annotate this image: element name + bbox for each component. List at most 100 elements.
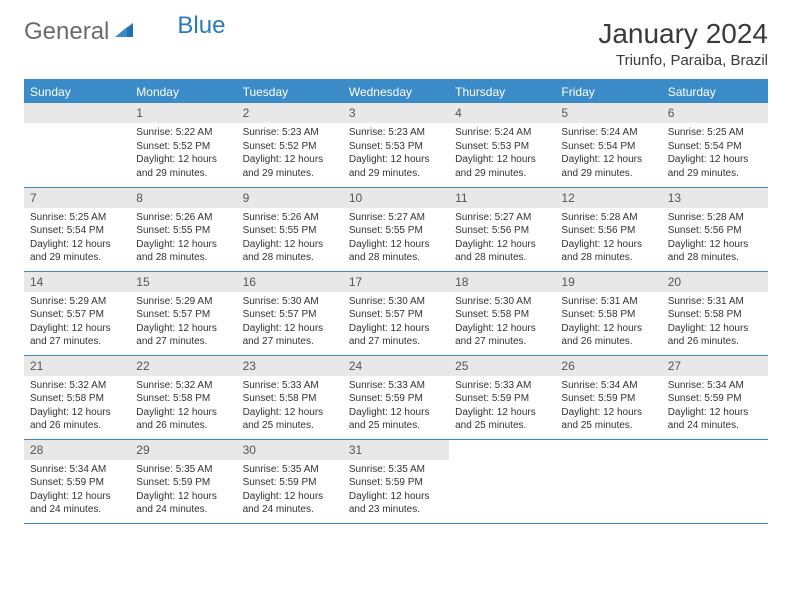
day-text: Sunrise: 5:30 AMSunset: 5:57 PMDaylight:…	[237, 292, 343, 355]
day-line: Sunrise: 5:26 AM	[243, 211, 337, 225]
day-line: Daylight: 12 hours and 25 minutes.	[561, 406, 655, 433]
day-line: Sunrise: 5:27 AM	[349, 211, 443, 225]
weekday-tuesday: Tuesday	[237, 80, 343, 103]
day-number: 3	[343, 103, 449, 123]
day-line: Daylight: 12 hours and 27 minutes.	[136, 322, 230, 349]
day-text: Sunrise: 5:33 AMSunset: 5:59 PMDaylight:…	[343, 376, 449, 439]
weekday-sunday: Sunday	[24, 80, 130, 103]
day-text: Sunrise: 5:32 AMSunset: 5:58 PMDaylight:…	[130, 376, 236, 439]
day-number: 8	[130, 188, 236, 208]
weekday-header-row: Sunday Monday Tuesday Wednesday Thursday…	[24, 80, 768, 103]
calendar-cell: 13Sunrise: 5:28 AMSunset: 5:56 PMDayligh…	[662, 187, 768, 271]
day-line: Daylight: 12 hours and 27 minutes.	[30, 322, 124, 349]
day-number: 11	[449, 188, 555, 208]
day-text: Sunrise: 5:30 AMSunset: 5:58 PMDaylight:…	[449, 292, 555, 355]
day-line: Sunrise: 5:33 AM	[243, 379, 337, 393]
day-line: Sunset: 5:59 PM	[455, 392, 549, 406]
day-number: 25	[449, 356, 555, 376]
day-line: Daylight: 12 hours and 28 minutes.	[668, 238, 762, 265]
calendar-cell: 14Sunrise: 5:29 AMSunset: 5:57 PMDayligh…	[24, 271, 130, 355]
day-text: Sunrise: 5:34 AMSunset: 5:59 PMDaylight:…	[555, 376, 661, 439]
day-line: Sunrise: 5:29 AM	[30, 295, 124, 309]
day-line: Daylight: 12 hours and 28 minutes.	[561, 238, 655, 265]
calendar-cell: 22Sunrise: 5:32 AMSunset: 5:58 PMDayligh…	[130, 355, 236, 439]
day-line: Sunset: 5:55 PM	[349, 224, 443, 238]
day-number: 17	[343, 272, 449, 292]
day-number: 4	[449, 103, 555, 123]
day-line: Sunset: 5:57 PM	[136, 308, 230, 322]
day-number: 5	[555, 103, 661, 123]
day-text: Sunrise: 5:33 AMSunset: 5:59 PMDaylight:…	[449, 376, 555, 439]
day-text: Sunrise: 5:27 AMSunset: 5:55 PMDaylight:…	[343, 208, 449, 271]
day-line: Sunset: 5:58 PM	[455, 308, 549, 322]
title-block: January 2024 Triunfo, Paraiba, Brazil	[598, 18, 768, 69]
day-text: Sunrise: 5:26 AMSunset: 5:55 PMDaylight:…	[130, 208, 236, 271]
day-line: Sunrise: 5:34 AM	[668, 379, 762, 393]
day-text: Sunrise: 5:24 AMSunset: 5:53 PMDaylight:…	[449, 123, 555, 186]
day-number: 15	[130, 272, 236, 292]
day-line: Sunrise: 5:31 AM	[668, 295, 762, 309]
day-line: Sunrise: 5:28 AM	[561, 211, 655, 225]
calendar-cell: 25Sunrise: 5:33 AMSunset: 5:59 PMDayligh…	[449, 355, 555, 439]
day-line: Sunrise: 5:33 AM	[455, 379, 549, 393]
day-number: 31	[343, 440, 449, 460]
calendar-table: Sunday Monday Tuesday Wednesday Thursday…	[24, 79, 768, 524]
day-line: Sunset: 5:53 PM	[349, 140, 443, 154]
day-line: Daylight: 12 hours and 24 minutes.	[243, 490, 337, 517]
day-line: Daylight: 12 hours and 27 minutes.	[455, 322, 549, 349]
calendar-cell: 7Sunrise: 5:25 AMSunset: 5:54 PMDaylight…	[24, 187, 130, 271]
calendar-cell: 28Sunrise: 5:34 AMSunset: 5:59 PMDayligh…	[24, 439, 130, 523]
calendar-week-row: 7Sunrise: 5:25 AMSunset: 5:54 PMDaylight…	[24, 187, 768, 271]
day-text: Sunrise: 5:23 AMSunset: 5:53 PMDaylight:…	[343, 123, 449, 186]
day-line: Daylight: 12 hours and 29 minutes.	[455, 153, 549, 180]
day-line: Sunset: 5:53 PM	[455, 140, 549, 154]
weekday-thursday: Thursday	[449, 80, 555, 103]
day-line: Sunrise: 5:30 AM	[455, 295, 549, 309]
day-line: Daylight: 12 hours and 28 minutes.	[243, 238, 337, 265]
day-line: Sunset: 5:59 PM	[561, 392, 655, 406]
location: Triunfo, Paraiba, Brazil	[598, 52, 768, 69]
day-number: 20	[662, 272, 768, 292]
day-text: Sunrise: 5:35 AMSunset: 5:59 PMDaylight:…	[343, 460, 449, 523]
day-line: Sunrise: 5:35 AM	[349, 463, 443, 477]
day-line: Sunset: 5:58 PM	[30, 392, 124, 406]
weekday-wednesday: Wednesday	[343, 80, 449, 103]
logo: General Blue	[24, 18, 225, 46]
day-line: Sunset: 5:56 PM	[668, 224, 762, 238]
day-line: Daylight: 12 hours and 25 minutes.	[455, 406, 549, 433]
day-line: Daylight: 12 hours and 27 minutes.	[243, 322, 337, 349]
day-text: Sunrise: 5:31 AMSunset: 5:58 PMDaylight:…	[662, 292, 768, 355]
calendar-week-row: 14Sunrise: 5:29 AMSunset: 5:57 PMDayligh…	[24, 271, 768, 355]
day-line: Sunset: 5:52 PM	[136, 140, 230, 154]
calendar-cell: 19Sunrise: 5:31 AMSunset: 5:58 PMDayligh…	[555, 271, 661, 355]
calendar-cell: 5Sunrise: 5:24 AMSunset: 5:54 PMDaylight…	[555, 103, 661, 187]
day-line: Sunset: 5:55 PM	[136, 224, 230, 238]
day-text: Sunrise: 5:35 AMSunset: 5:59 PMDaylight:…	[237, 460, 343, 523]
day-line: Sunset: 5:56 PM	[455, 224, 549, 238]
day-text: Sunrise: 5:22 AMSunset: 5:52 PMDaylight:…	[130, 123, 236, 186]
day-number: 21	[24, 356, 130, 376]
day-line: Daylight: 12 hours and 29 minutes.	[349, 153, 443, 180]
day-line: Sunrise: 5:35 AM	[136, 463, 230, 477]
day-line: Sunset: 5:59 PM	[243, 476, 337, 490]
calendar-cell	[555, 439, 661, 523]
day-number: 28	[24, 440, 130, 460]
day-text: Sunrise: 5:32 AMSunset: 5:58 PMDaylight:…	[24, 376, 130, 439]
day-line: Sunset: 5:52 PM	[243, 140, 337, 154]
calendar-cell: 27Sunrise: 5:34 AMSunset: 5:59 PMDayligh…	[662, 355, 768, 439]
calendar-cell: 12Sunrise: 5:28 AMSunset: 5:56 PMDayligh…	[555, 187, 661, 271]
day-line: Sunset: 5:59 PM	[668, 392, 762, 406]
day-number: 2	[237, 103, 343, 123]
day-line: Daylight: 12 hours and 29 minutes.	[561, 153, 655, 180]
weekday-friday: Friday	[555, 80, 661, 103]
calendar-cell: 9Sunrise: 5:26 AMSunset: 5:55 PMDaylight…	[237, 187, 343, 271]
day-line: Sunset: 5:57 PM	[30, 308, 124, 322]
day-line: Sunrise: 5:24 AM	[455, 126, 549, 140]
day-line: Sunset: 5:59 PM	[349, 476, 443, 490]
day-line: Daylight: 12 hours and 28 minutes.	[136, 238, 230, 265]
day-line: Daylight: 12 hours and 29 minutes.	[136, 153, 230, 180]
day-line: Sunrise: 5:23 AM	[349, 126, 443, 140]
calendar-cell: 2Sunrise: 5:23 AMSunset: 5:52 PMDaylight…	[237, 103, 343, 187]
calendar-cell: 20Sunrise: 5:31 AMSunset: 5:58 PMDayligh…	[662, 271, 768, 355]
day-line: Daylight: 12 hours and 24 minutes.	[136, 490, 230, 517]
